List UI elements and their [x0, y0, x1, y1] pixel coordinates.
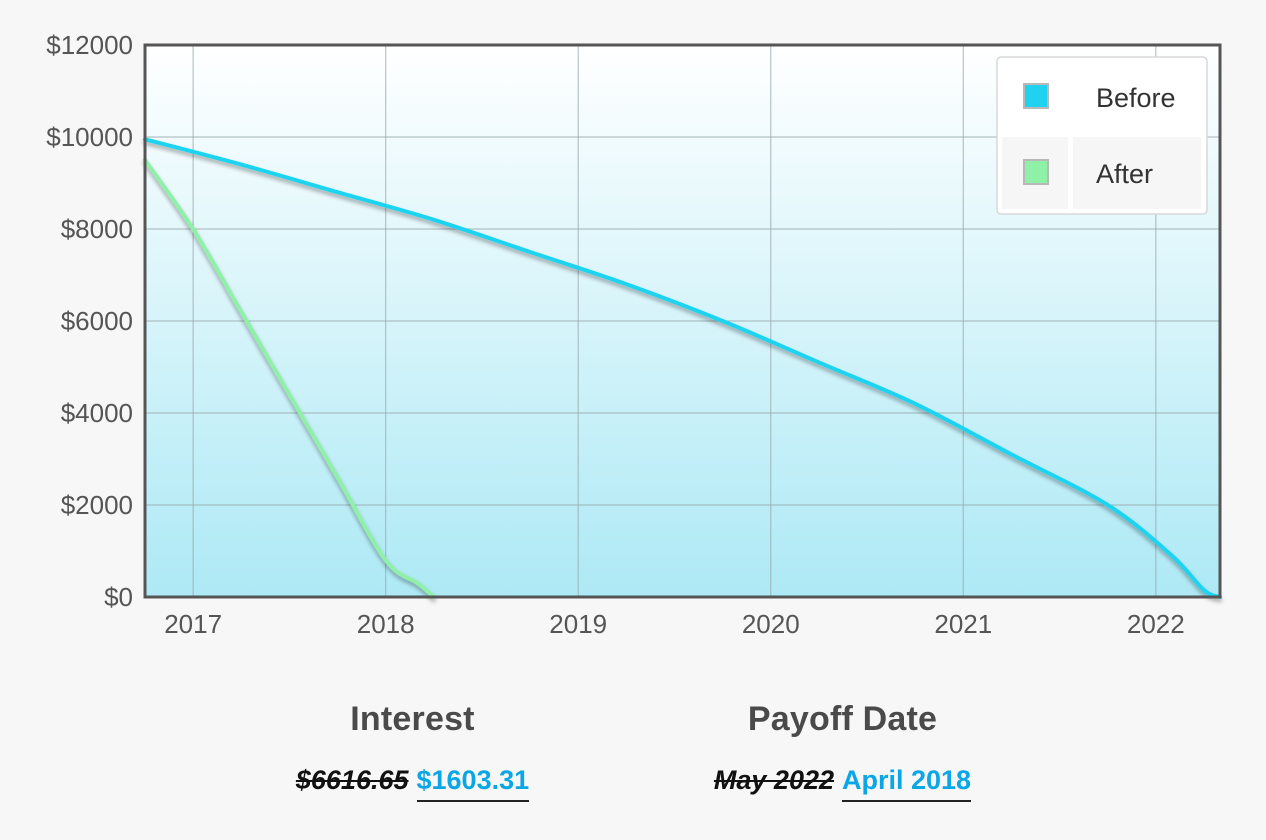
series-lines — [143, 137, 1222, 599]
payoff-summary: Payoff Date May 2022 April 2018 — [680, 700, 1005, 802]
y-tick-label: $4000 — [61, 398, 133, 428]
legend-label-after: After — [1096, 159, 1153, 189]
y-tick-label: $2000 — [61, 490, 133, 520]
legend-label-before: Before — [1096, 83, 1176, 113]
interest-heading: Interest — [350, 700, 475, 738]
x-tick-label: 2021 — [934, 609, 992, 639]
loan-payoff-chart: $0 $2000 $4000 $6000 $8000 $10000 $12000 2017 2… — [46, 30, 1222, 639]
x-tick-label: 2019 — [549, 609, 607, 639]
interest-after-value: $1603.31 — [416, 765, 530, 802]
y-tick-label: $6000 — [61, 306, 133, 336]
y-axis-ticks: $0 $2000 $4000 $6000 $8000 $10000 $12000 — [46, 30, 133, 612]
y-tick-label: $10000 — [46, 122, 133, 152]
y-tick-label: $0 — [104, 582, 133, 612]
payoff-before-value: May 2022 — [713, 765, 834, 795]
legend: Before After — [996, 56, 1208, 215]
plot-border — [143, 43, 1222, 599]
gridlines — [145, 44, 1220, 598]
x-axis-ticks: 2017 2018 2019 2020 2021 2022 — [164, 609, 1185, 639]
x-tick-label: 2020 — [742, 609, 800, 639]
series-line-before — [143, 137, 1222, 599]
x-tick-label: 2018 — [357, 609, 415, 639]
legend-swatch-before — [1023, 83, 1049, 109]
interest-summary: Interest $6616.65 $1603.31 — [270, 700, 555, 802]
chart-svg: $0$2000$4000$6000$8000$10000$12000 2017 2… — [46, 30, 1222, 639]
payoff-heading: Payoff Date — [747, 700, 938, 738]
legend-swatch-after — [1023, 159, 1049, 185]
interest-before-value: $6616.65 — [295, 765, 409, 795]
series-line-after — [143, 158, 436, 599]
y-tick-label: $12000 — [46, 30, 133, 60]
y-tick-label: $8000 — [61, 214, 133, 244]
x-tick-label: 2022 — [1127, 609, 1185, 639]
x-tick-label: 2017 — [164, 609, 222, 639]
payoff-after-value: April 2018 — [842, 765, 972, 802]
legend-cell — [1073, 137, 1201, 209]
